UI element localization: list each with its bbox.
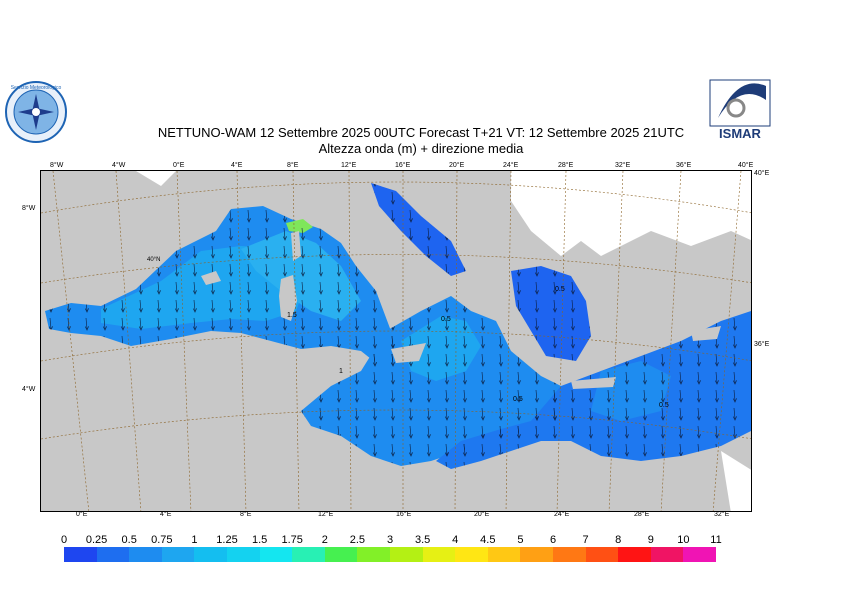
legend-swatch [161,547,195,562]
bottom-lon-label: 8°E [240,511,252,518]
top-lon-label: 24°E [503,162,519,169]
island-sardinia [279,275,297,321]
legend-swatch [422,547,456,562]
legend-values: 0 0.25 0.5 0.75 1 1.25 1.5 1.75 2 2.5 3 3.5 4 4.5 5 6 7 8… [50,534,740,546]
map-title: NETTUNO-WAM 12 Settembre 2025 00UTC Fore… [157,125,685,140]
top-lon-label: 32°E [615,162,631,169]
legend-swatch [324,547,358,562]
legend-value: 0.75 [151,534,173,546]
bottom-lon-label: 24°E [554,511,570,518]
legend-value: 1.25 [216,534,238,546]
legend-value: 1.75 [281,534,303,546]
map-canvas: 1.5 1 0.5 0.5 0.5 0.5 40°N [41,171,751,511]
contour-label: 0.5 [513,396,523,403]
outside-domain-land [511,171,751,256]
meteorological-service-logo: Servizio Meteorologico [4,80,68,144]
bottom-lon-label: 12°E [318,511,334,518]
ismar-logo: ISMAR [708,78,772,142]
top-lon-label: 8°W [50,162,64,169]
legend-swatch [259,547,293,562]
legend-swatch [129,547,162,562]
legend-swatch [389,547,423,562]
top-lon-label: 36°E [676,162,692,169]
legend-value: 3 [386,534,394,546]
top-lon-label: 0°E [173,162,185,169]
island-corsica [291,231,301,261]
legend-swatch [292,547,325,562]
graticule [41,171,751,511]
legend-color-bar [64,547,716,562]
left-lat-label: 8°W [22,205,36,212]
bottom-lon-label: 0°E [76,511,88,518]
bottom-lon-label: 20°E [474,511,490,518]
top-lon-label: 12°E [341,162,357,169]
bottom-lon-label: 16°E [396,511,412,518]
legend-swatch [618,547,651,562]
legend-swatch [520,547,553,562]
bottom-lon-label: 28°E [634,511,650,518]
legend-value: 0 [60,534,68,546]
legend-swatch [650,547,684,562]
legend-value: 4 [452,534,459,546]
island-cyprus [691,326,721,341]
bottom-lon-label: 32°E [714,511,730,518]
legend-value: 10 [677,534,690,546]
top-lon-label: 8°E [287,162,299,169]
legend-value: 0.25 [85,534,108,546]
legend-swatch [64,547,97,562]
right-lat-label: 36°E [754,341,770,348]
island-crete [571,377,616,389]
legend-value: 1 [191,534,198,546]
right-logo-name: ISMAR [719,126,762,141]
legend-swatch [96,547,130,562]
legend-value: 5 [517,534,524,546]
legend-swatch [487,547,521,562]
map-subtitle: Altezza onda (m) + direzione media [318,141,524,156]
top-lon-label: 16°E [395,162,411,169]
legend-value: 6 [549,534,557,546]
left-lat-label: 4°W [22,386,36,393]
top-lon-label: 40°E [738,162,754,169]
right-lat-label: 40°E [754,170,770,177]
bottom-lon-label: 4°E [160,511,172,518]
outside-domain-land [136,171,176,186]
top-lon-label: 28°E [558,162,574,169]
legend-value: 4.5 [480,534,496,546]
legend-swatch [683,547,716,562]
island-sicily [391,343,426,363]
legend-value: 11 [710,534,722,546]
wave-direction-arrows [45,183,751,469]
legend-value: 2.5 [349,534,366,546]
legend-swatch [552,547,586,562]
contour-label: 0.5 [659,402,669,409]
top-lon-label: 20°E [449,162,465,169]
legend-swatch [455,547,488,562]
outside-domain-land [721,451,751,511]
contour-label: 1 [339,368,343,375]
left-logo-name: Servizio Meteorologico [11,85,62,91]
legend-swatch [226,547,260,562]
legend-swatch [194,547,227,562]
wave-height-map: 1.5 1 0.5 0.5 0.5 0.5 40°N [40,170,752,512]
legend-swatch [585,547,619,562]
contour-label: 0.5 [441,316,451,323]
lat-label-inner: 40°N [147,257,160,263]
legend-value: 3.5 [414,534,431,546]
legend-swatch [357,547,390,562]
legend-value: 2 [321,534,328,546]
top-lon-label: 4°E [231,162,243,169]
legend-value: 7 [582,534,589,546]
legend-value: 0.5 [121,534,137,546]
contour-label: 1.5 [287,312,297,319]
top-lon-label: 4°W [112,162,126,169]
island-balearic [201,271,221,285]
legend-value: 9 [647,534,654,546]
contour-label: 0.5 [555,286,565,293]
legend-value: 8 [615,534,622,546]
legend-value: 1.5 [251,534,268,546]
